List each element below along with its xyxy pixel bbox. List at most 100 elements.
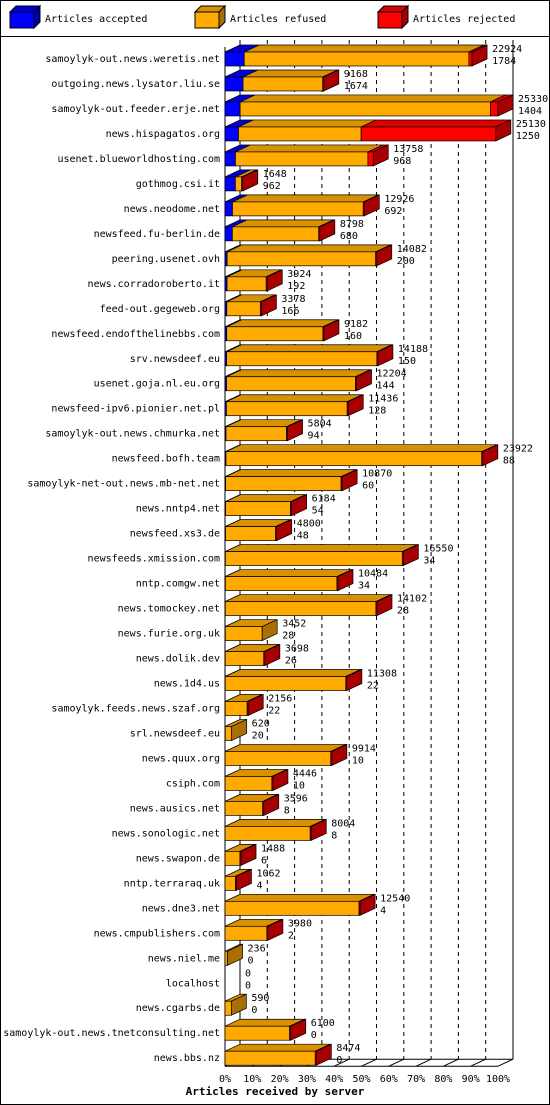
accepted-label: 192 (287, 281, 305, 292)
legend-label: Articles refused (230, 14, 326, 25)
bar-top (225, 469, 357, 478)
bar-segment (360, 126, 497, 142)
bar-side (346, 668, 363, 692)
y-tick-label: news.bbs.nz (154, 1053, 220, 1064)
total-label: 8474 (336, 1043, 360, 1054)
bar-top (225, 544, 418, 552)
bar-segment (224, 776, 273, 791)
accepted-label: 1404 (518, 106, 542, 117)
bar-side (261, 618, 278, 642)
total-label: 9168 (344, 69, 368, 80)
bar-side (495, 119, 512, 142)
bar-side (359, 893, 376, 916)
total-label: 16550 (423, 544, 453, 555)
bar-top (232, 219, 334, 228)
accepted-label: 1250 (516, 131, 540, 142)
bar-segment (224, 950, 228, 966)
bar-segment (367, 151, 374, 167)
y-tick-label: newsfeed.xs3.de (130, 529, 220, 540)
y-tick-label: news.hispagatos.org (106, 129, 220, 140)
bar-segment (225, 551, 403, 566)
bar-segment (225, 501, 291, 516)
bar-side (377, 344, 394, 367)
accepted-label: 54 (312, 506, 324, 517)
total-label: 0 (245, 968, 251, 979)
y-tick-label: usenet.goja.nl.eu.org (94, 379, 220, 390)
accepted-label: 22 (268, 705, 280, 716)
total-label: 22924 (492, 44, 522, 55)
bar-side (319, 219, 336, 242)
y-tick-label: newsfeed.endofthelinebbs.com (51, 329, 220, 340)
accepted-label: 48 (297, 531, 309, 542)
y-tick-label: csiph.com (166, 778, 220, 789)
accepted-label: 8 (284, 805, 290, 816)
total-label: 3596 (284, 793, 308, 804)
bar-top (226, 369, 371, 378)
accepted-label: 26 (285, 656, 297, 667)
y-tick-label: news.corradoroberto.it (88, 279, 220, 290)
accepted-label: 4 (256, 880, 262, 891)
total-label: 3924 (287, 269, 311, 280)
y-tick-label: nntp.comgw.net (136, 579, 220, 590)
tick-mark (415, 1058, 432, 1067)
accepted-label: 28 (282, 631, 294, 642)
total-label: 1488 (261, 843, 285, 854)
bar-segment (224, 626, 263, 641)
total-label: 2156 (268, 693, 292, 704)
total-label: 6184 (312, 494, 336, 505)
y-tick-label: news.sonologic.net (112, 828, 220, 839)
y-tick-label: peering.usenet.ovh (112, 254, 220, 265)
bar-side (337, 569, 354, 592)
y-tick-label: news.dolik.dev (136, 654, 220, 665)
total-label: 9914 (352, 743, 376, 754)
total-label: 12540 (380, 893, 410, 904)
x-tick-label: 60% (380, 1074, 398, 1085)
bar-top (244, 44, 484, 53)
tick-mark (497, 1058, 514, 1067)
bar-segment (224, 151, 236, 167)
bar-top (226, 319, 339, 328)
accepted-label: 0 (311, 1030, 317, 1041)
bar-top (225, 444, 497, 453)
bar-segment (224, 651, 265, 666)
x-tick-label: 80% (434, 1074, 452, 1085)
total-label: 10870 (362, 469, 392, 480)
bar-side (372, 144, 389, 167)
y-tick-label: news.nntp4.net (136, 504, 220, 515)
bar-segment (235, 151, 369, 167)
y-tick-label: news.cmpublishers.com (94, 928, 220, 939)
accepted-label: 34 (423, 556, 435, 567)
bar-side (263, 793, 280, 816)
total-label: 25330 (518, 94, 548, 105)
total-label: 8798 (340, 219, 364, 230)
y-tick-label: nntp.terraraq.uk (124, 878, 220, 889)
total-label: 620 (252, 718, 270, 729)
bar-side (323, 319, 340, 342)
total-label: 1062 (256, 868, 280, 879)
bar-segment (238, 126, 362, 142)
tick-mark (470, 1058, 486, 1067)
bar-top (224, 1043, 331, 1052)
bar-segment (224, 875, 236, 891)
bar-side (264, 643, 281, 667)
tick-mark (443, 1058, 459, 1067)
legend-label: Articles accepted (45, 14, 147, 25)
bar-segment (490, 101, 499, 117)
bar-side (497, 94, 514, 117)
y-tick-label: news.swapon.de (136, 853, 220, 864)
bar-segment (226, 301, 261, 317)
bar-segment (224, 126, 239, 142)
bar-side (247, 693, 264, 717)
bar-side (261, 294, 277, 317)
accepted-label: 34 (358, 581, 370, 592)
total-label: 14082 (397, 244, 427, 255)
bar-segment (239, 101, 491, 117)
bar-top (227, 244, 391, 253)
total-label: 1648 (263, 169, 287, 180)
bar-side (403, 544, 419, 567)
total-label: 4446 (293, 768, 317, 779)
accepted-label: 10 (293, 780, 305, 791)
y-tick-label: samoylyk-out.news.chmurka.net (45, 429, 220, 440)
total-label: 8004 (331, 818, 355, 829)
accepted-label: 28 (397, 606, 409, 617)
